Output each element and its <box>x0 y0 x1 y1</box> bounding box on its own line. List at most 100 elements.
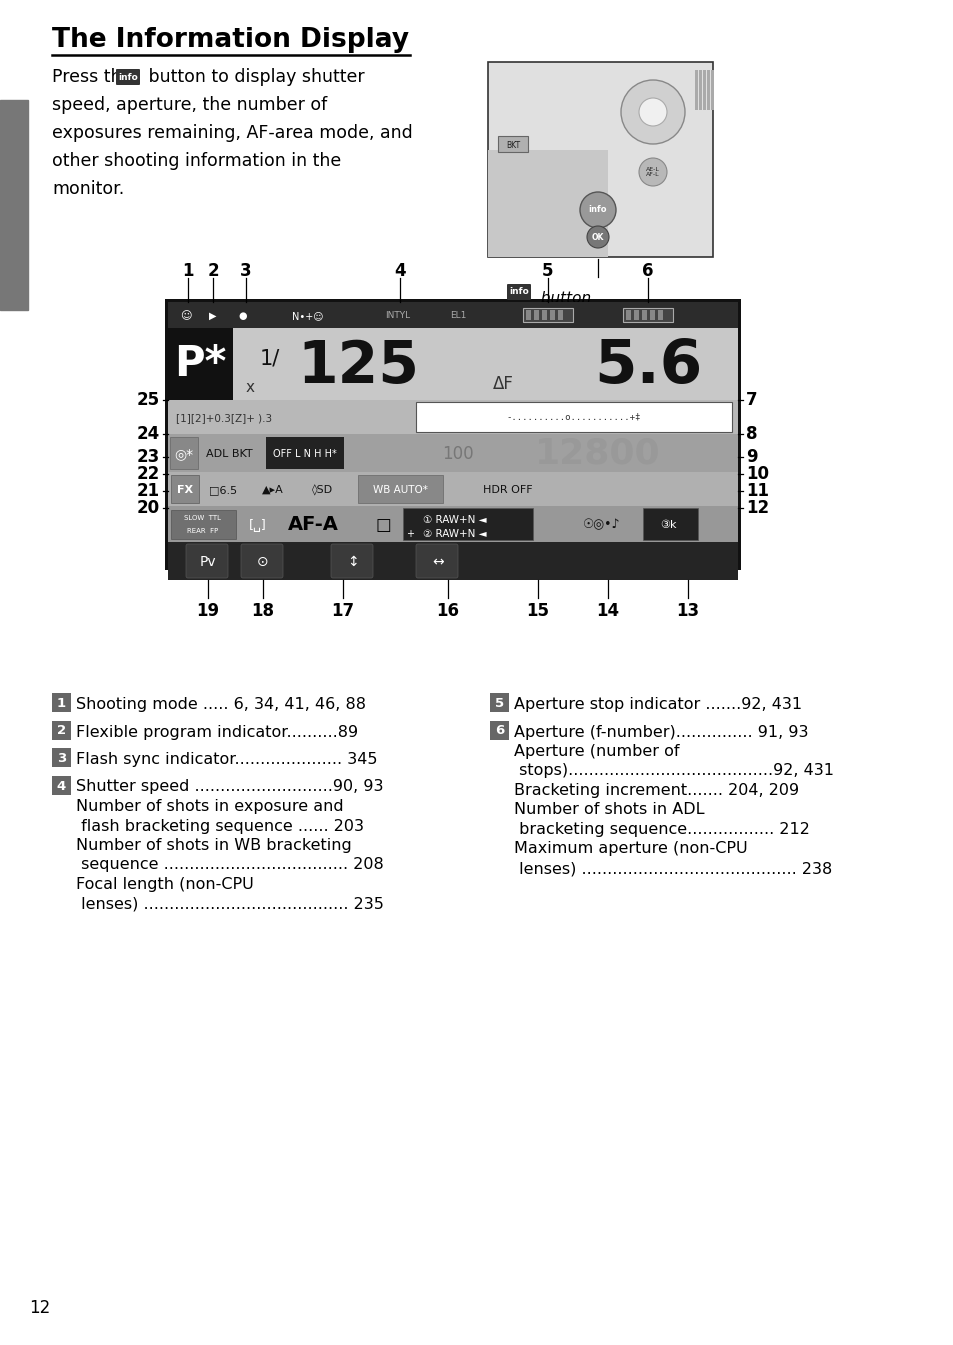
Text: [␣]: [␣] <box>249 519 267 531</box>
Bar <box>168 328 233 399</box>
Text: 7: 7 <box>745 391 757 409</box>
Text: 13: 13 <box>676 603 699 620</box>
Text: 9: 9 <box>745 448 757 465</box>
Bar <box>558 309 562 320</box>
Text: Aperture (number of: Aperture (number of <box>514 744 679 759</box>
Text: ADL BKT: ADL BKT <box>206 449 253 459</box>
Text: SLOW  TTL: SLOW TTL <box>184 515 221 521</box>
Text: lenses) .......................................... 238: lenses) ................................… <box>514 861 831 876</box>
Text: HDR OFF: HDR OFF <box>482 486 533 495</box>
Bar <box>52 748 71 767</box>
Bar <box>171 510 235 539</box>
Text: x: x <box>245 381 254 395</box>
Text: ② RAW+N ◄: ② RAW+N ◄ <box>422 529 486 539</box>
Text: 19: 19 <box>196 603 219 620</box>
Text: 25: 25 <box>136 391 160 409</box>
Text: 5: 5 <box>541 262 553 280</box>
FancyBboxPatch shape <box>186 543 228 578</box>
Bar <box>170 437 198 469</box>
Text: Flexible program indicator..........89: Flexible program indicator..........89 <box>76 725 357 740</box>
Bar <box>266 437 344 469</box>
Text: sequence .................................... 208: sequence ...............................… <box>76 858 383 873</box>
Text: 15: 15 <box>526 603 549 620</box>
Text: info: info <box>509 288 528 296</box>
Bar <box>490 721 509 740</box>
Text: 11: 11 <box>745 482 768 500</box>
Text: 17: 17 <box>331 603 355 620</box>
Text: 18: 18 <box>252 603 274 620</box>
Bar <box>168 506 738 542</box>
Text: 4: 4 <box>57 780 66 792</box>
Text: bracketing sequence................. 212: bracketing sequence................. 212 <box>514 822 809 837</box>
Bar <box>625 309 630 320</box>
Text: FX: FX <box>176 486 193 495</box>
Text: ↕: ↕ <box>347 555 358 569</box>
Text: +: + <box>406 529 414 539</box>
Text: 100: 100 <box>442 445 474 463</box>
Bar <box>706 70 709 110</box>
Text: 1/: 1/ <box>259 348 280 369</box>
Text: 22: 22 <box>136 465 160 483</box>
Text: ③k: ③k <box>659 521 676 530</box>
Bar <box>171 475 199 503</box>
Text: 6: 6 <box>495 725 503 737</box>
Text: 4: 4 <box>394 262 405 280</box>
Bar <box>541 309 546 320</box>
Bar <box>699 70 701 110</box>
Text: [1][2]+0.3[Z]+ ).3: [1][2]+0.3[Z]+ ).3 <box>175 413 272 422</box>
Bar <box>488 62 712 257</box>
Text: AF-A: AF-A <box>287 515 338 534</box>
Circle shape <box>639 98 666 126</box>
Text: ▼◎: ▼◎ <box>172 521 193 534</box>
Text: ① RAW+N ◄: ① RAW+N ◄ <box>422 515 486 525</box>
Text: OFF L N H H*: OFF L N H H* <box>273 449 336 459</box>
Bar <box>622 308 672 321</box>
Text: 23: 23 <box>136 448 160 465</box>
Text: INTYL: INTYL <box>385 312 410 320</box>
Text: 3: 3 <box>240 262 252 280</box>
Text: The Information Display: The Information Display <box>52 27 409 52</box>
Bar <box>165 299 740 570</box>
Bar <box>525 309 531 320</box>
Text: Aperture (f-number)............... 91, 93: Aperture (f-number)............... 91, 9… <box>514 725 807 740</box>
Text: Aperture stop indicator .......92, 431: Aperture stop indicator .......92, 431 <box>514 697 801 712</box>
Bar <box>168 472 738 506</box>
Text: OK: OK <box>591 233 603 242</box>
Bar <box>52 776 71 795</box>
Text: 3: 3 <box>57 752 66 765</box>
Text: 125: 125 <box>296 338 418 394</box>
Bar <box>416 402 731 432</box>
Bar <box>488 149 607 257</box>
Text: lenses) ........................................ 235: lenses) ................................… <box>76 897 383 912</box>
Text: ⇄: ⇄ <box>212 518 224 533</box>
Text: Number of shots in ADL: Number of shots in ADL <box>514 803 703 818</box>
Bar <box>402 508 533 539</box>
Bar <box>0 100 28 309</box>
Bar <box>649 309 655 320</box>
Text: 20: 20 <box>136 499 160 516</box>
Bar <box>634 309 639 320</box>
Text: ▲▸A: ▲▸A <box>262 486 284 495</box>
Text: EL1: EL1 <box>450 312 466 320</box>
Text: ☺: ☺ <box>180 311 192 321</box>
Text: Number of shots in exposure and: Number of shots in exposure and <box>76 799 343 814</box>
Text: □: □ <box>375 516 391 534</box>
Text: button to display shutter: button to display shutter <box>143 69 364 86</box>
Text: info: info <box>118 73 138 82</box>
Text: 1: 1 <box>57 697 66 710</box>
Text: button: button <box>536 291 591 307</box>
Bar <box>497 136 527 152</box>
Text: stops)........................................92, 431: stops)..................................… <box>514 764 833 779</box>
Circle shape <box>586 226 608 247</box>
Text: ◊SD: ◊SD <box>313 484 334 496</box>
Bar <box>702 70 705 110</box>
Text: flash bracketing sequence ...... 203: flash bracketing sequence ...... 203 <box>76 819 364 834</box>
Circle shape <box>639 157 666 186</box>
Text: speed, aperture, the number of: speed, aperture, the number of <box>52 95 327 114</box>
Text: Flash sync indicator..................... 345: Flash sync indicator....................… <box>76 752 377 767</box>
Bar <box>52 721 71 740</box>
Text: ☉◎•♪: ☉◎•♪ <box>582 519 619 531</box>
Text: ⊙: ⊙ <box>257 555 269 569</box>
Text: BKT: BKT <box>505 140 519 149</box>
Text: info: info <box>588 206 607 214</box>
